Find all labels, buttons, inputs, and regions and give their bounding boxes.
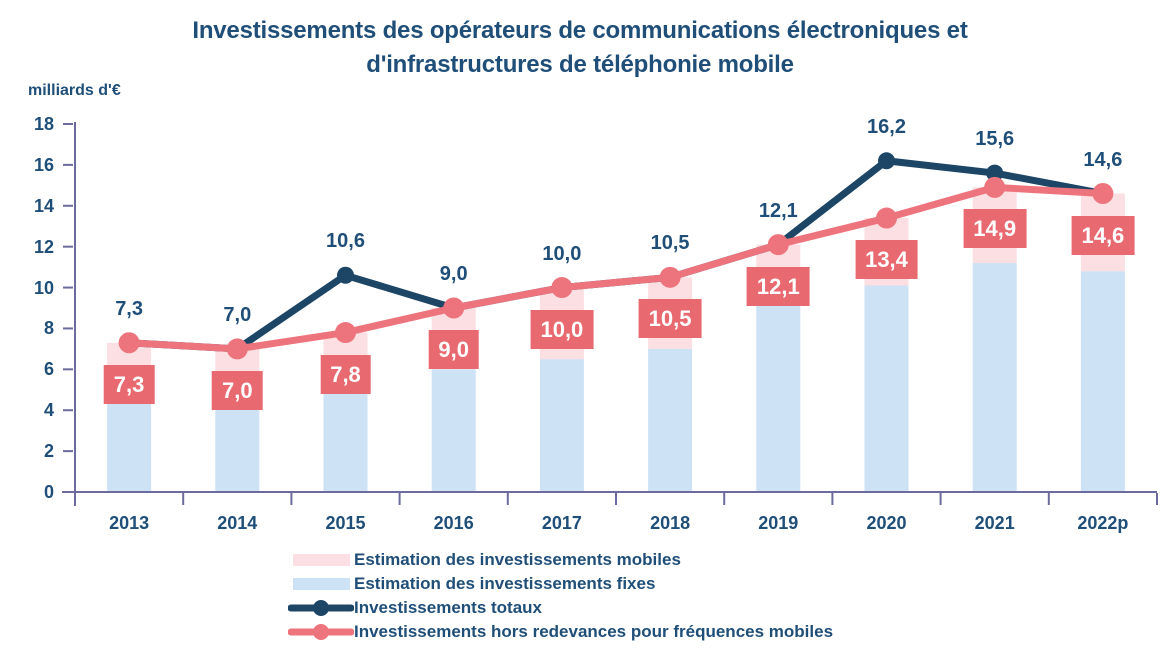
fixed-investment-bar [431, 369, 476, 492]
bar-value-badge: 14,6 [1071, 215, 1135, 255]
fixed-investment-bar [323, 387, 368, 492]
fixed-investment-bar [972, 263, 1017, 492]
legend-color-swatch [293, 554, 350, 566]
fixed-investment-bar [539, 359, 584, 492]
y-tick-label: 18 [33, 114, 54, 134]
total-value-label: 7,0 [223, 303, 252, 326]
hors-redevances-marker [551, 277, 573, 299]
total-value-label: 10,0 [542, 242, 582, 265]
y-tick-label: 2 [43, 441, 54, 462]
total-investments-line-icon [288, 597, 354, 619]
investments-excl-fees-line-icon [288, 621, 354, 643]
hors-redevances-marker [1092, 183, 1114, 205]
x-axis-year-label: 2018 [650, 513, 691, 533]
legend-item-mobiles: Estimation des investissements mobiles [288, 548, 833, 572]
x-axis-year-label: 2016 [433, 513, 474, 533]
fixed-investment-bar [1080, 271, 1125, 492]
x-axis-year-label: 2014 [217, 513, 258, 533]
bar-value-badge: 7,8 [320, 354, 371, 394]
fixed-investment-bar [756, 303, 801, 492]
hors-redevances-marker [767, 234, 789, 256]
bar-value-badge: 10,5 [638, 299, 702, 339]
totals-marker [878, 152, 895, 170]
chart-title: Investissements des opérateurs de commun… [30, 14, 1130, 82]
legend: Estimation des investissements mobiles E… [288, 548, 833, 644]
x-axis-year-label: 2015 [325, 513, 366, 533]
x-axis-year-label: 2021 [974, 513, 1015, 533]
y-tick-label: 14 [33, 195, 54, 216]
hors-redevances-marker [226, 338, 248, 360]
bar-value-badge: 12,1 [746, 266, 810, 306]
y-tick-label: 10 [33, 277, 54, 298]
hors-redevances-marker [443, 297, 465, 319]
bar-value-badge: 9,0 [428, 330, 479, 369]
legend-item-hors-redevances: Investissements hors redevances pour fré… [288, 620, 833, 644]
y-tick-label: 12 [33, 236, 54, 257]
bar-value-badge: 14,9 [963, 209, 1027, 249]
bar-value-badge: 10,0 [530, 309, 594, 349]
fixed-investment-bar [864, 285, 909, 492]
bar-value-badge: 7,3 [103, 364, 155, 404]
hors-redevances-marker [335, 322, 356, 344]
x-axis-year-label: 2013 [109, 513, 150, 533]
hors-redevances-marker [118, 332, 140, 354]
hors-redevances-marker [876, 207, 897, 229]
bar-value-badge: 7,0 [212, 370, 263, 410]
bar-value-badge: 13,4 [855, 240, 918, 280]
hors-redevances-line [125, 183, 1107, 353]
y-tick-label: 0 [43, 482, 54, 502]
fixed-investment-bar [215, 404, 260, 492]
total-value-label: 10,5 [650, 232, 690, 255]
mobile-investments-swatch-icon [288, 554, 354, 566]
legend-label-hors-redevances: Investissements hors redevances pour fré… [354, 622, 834, 641]
total-value-label: 9,0 [439, 263, 468, 285]
chart-title-line-2: d'infrastructures de téléphonie mobile [366, 51, 794, 78]
legend-item-totaux: Investissements totaux [288, 596, 833, 620]
x-axis-year-label: 2017 [541, 513, 582, 533]
hors-redevances-marker [984, 176, 1006, 198]
totals-line [125, 157, 1107, 353]
y-axis-unit-label: milliards d'€ [28, 82, 121, 99]
totals-marker [337, 266, 354, 284]
y-tick-label: 8 [43, 318, 54, 339]
legend-label-mobiles: Estimation des investissements mobiles [354, 550, 681, 569]
fixed-investment-bar [648, 348, 693, 492]
legend-line-swatch [288, 624, 354, 640]
legend-label-totaux: Investissements totaux [354, 598, 543, 617]
legend-line-swatch [288, 600, 354, 616]
y-tick-label: 4 [43, 400, 54, 421]
total-value-label: 14,6 [1083, 148, 1123, 171]
total-value-label: 15,6 [975, 128, 1015, 151]
chart-title-line-1: Investissements des opérateurs de commun… [192, 17, 968, 44]
totals-marker [986, 164, 1004, 182]
fixed-investments-swatch-icon [288, 578, 354, 590]
fixed-investment-bar [107, 400, 152, 492]
legend-item-fixes: Estimation des investissements fixes [288, 572, 833, 596]
legend-label-fixes: Estimation des investissements fixes [354, 574, 656, 593]
hors-redevances-marker [659, 266, 681, 288]
y-tick-label: 6 [43, 359, 54, 380]
y-tick-label: 16 [33, 154, 54, 175]
legend-color-swatch [293, 578, 350, 590]
total-value-label: 16,2 [867, 115, 906, 138]
x-axis-year-label: 2019 [758, 513, 799, 533]
total-value-label: 12,1 [758, 199, 798, 222]
total-value-label: 7,3 [115, 297, 143, 320]
x-axis-year-label: 2020 [866, 513, 907, 533]
total-value-label: 10,6 [326, 230, 365, 253]
x-axis-year-label: 2022p [1077, 513, 1129, 533]
